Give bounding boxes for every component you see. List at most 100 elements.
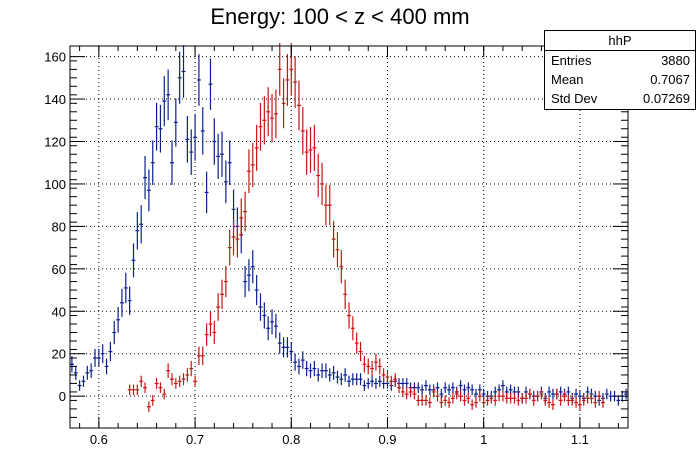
series-1-point <box>462 384 467 396</box>
series-1-point <box>358 373 363 386</box>
stats-histogram-name: hhP <box>545 31 695 51</box>
series-2-point <box>474 397 478 408</box>
series-2-point <box>247 149 251 194</box>
series-2-point <box>250 142 255 188</box>
series-2-point <box>362 356 367 373</box>
series-2-point <box>493 395 498 406</box>
series-1-point <box>247 259 251 292</box>
series-1-point <box>420 384 425 396</box>
series-2-point <box>427 397 432 408</box>
series-1-point <box>335 370 340 384</box>
series-1-point <box>85 365 90 380</box>
series-2-point <box>170 373 174 386</box>
y-tick-label: 0 <box>59 389 66 404</box>
series-2-point <box>212 320 217 345</box>
series-1-point <box>162 76 167 127</box>
series-2-point <box>181 373 186 386</box>
series-1-point <box>154 102 159 151</box>
series-1-point <box>158 104 163 153</box>
series-2-point <box>262 96 267 145</box>
series-1-point <box>220 131 224 177</box>
series-1-point <box>624 388 628 400</box>
series-2-point <box>354 332 359 354</box>
series-2-point <box>462 395 467 406</box>
stats-row-stddev: Std Dev 0.07269 <box>545 89 695 108</box>
series-1-point <box>285 337 290 358</box>
series-2-point <box>316 153 321 198</box>
series-2-point <box>439 397 444 408</box>
series-1-point <box>227 140 232 185</box>
series-2-point <box>270 93 274 143</box>
series-2-point <box>404 388 409 400</box>
series-2-point <box>304 129 309 175</box>
series-2-point <box>577 399 582 410</box>
series-2-point <box>551 399 555 410</box>
series-1-point <box>266 316 271 341</box>
x-tick-label: 1.1 <box>571 432 589 447</box>
series-2-point <box>400 386 405 398</box>
series-2-point <box>512 392 517 404</box>
series-2-point <box>273 89 278 139</box>
series-1-point <box>108 341 113 362</box>
stats-stddev-value: 0.07269 <box>643 91 690 106</box>
series-2-point <box>524 392 528 404</box>
series-1-point <box>223 160 228 204</box>
series-1-point <box>177 51 182 104</box>
series-1-point <box>146 169 151 212</box>
stats-mean-label: Mean <box>551 72 584 87</box>
series-2-point <box>562 390 567 402</box>
series-1-point <box>458 380 463 391</box>
series-2-point <box>200 346 205 366</box>
series-1-point <box>243 265 248 298</box>
series-2-point <box>323 185 328 226</box>
series-2-point <box>539 388 544 400</box>
series-2-point <box>527 388 532 400</box>
series-2-point <box>447 397 451 408</box>
series-1-point <box>470 384 475 396</box>
series-1-point <box>347 375 351 387</box>
series-1-point <box>374 378 378 389</box>
series-2-point <box>366 358 371 375</box>
series-2-point <box>381 368 386 382</box>
series-1-point <box>120 288 124 317</box>
series-1-point <box>181 45 186 98</box>
series-1-point <box>127 286 132 315</box>
series-2-point <box>597 390 602 402</box>
series-2-point <box>146 401 151 413</box>
series-2-point <box>520 392 525 404</box>
series-2-point <box>374 353 378 371</box>
series-2-point <box>566 395 571 406</box>
series-2-point <box>581 395 586 406</box>
series-1-point <box>350 373 355 386</box>
series-1-point <box>81 375 86 387</box>
series-1-point <box>604 388 609 400</box>
series-2-point <box>450 392 455 404</box>
series-1-point <box>200 107 205 155</box>
stats-stddev-label: Std Dev <box>551 91 598 106</box>
series-2-point <box>335 232 340 268</box>
series-2-point <box>543 395 548 406</box>
series-2-point <box>504 392 509 404</box>
data-points <box>70 43 628 413</box>
series-2-point <box>239 198 244 238</box>
series-1-point <box>289 341 294 362</box>
series-2-point <box>408 386 413 398</box>
series-2-point <box>208 311 213 337</box>
series-1-point <box>96 348 101 367</box>
series-1-point <box>258 293 263 321</box>
series-1-point <box>139 205 144 244</box>
series-1-point <box>608 390 613 402</box>
series-2-point <box>293 56 298 108</box>
series-1-point <box>112 320 117 345</box>
series-2-point <box>243 191 248 232</box>
chart-title: Energy: 100 < z < 400 mm <box>210 4 469 29</box>
series-2-point <box>570 395 575 406</box>
y-tick-label: 140 <box>44 92 66 107</box>
series-2-point <box>416 395 421 406</box>
series-2-point <box>254 124 259 171</box>
series-2-point <box>350 316 355 341</box>
series-2-point <box>385 370 390 384</box>
stats-entries-value: 3880 <box>661 53 690 68</box>
series-2-point <box>308 127 313 173</box>
series-2-point <box>547 397 552 408</box>
